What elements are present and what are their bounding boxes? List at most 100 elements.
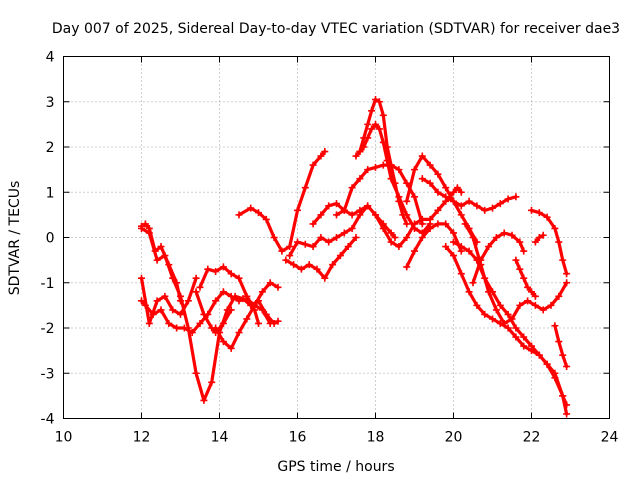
series-sat-i [286,202,372,260]
data-point-marker [473,202,481,210]
data-point-marker [403,211,411,219]
data-point-marker [473,301,481,309]
data-point-marker [356,206,364,214]
data-point-marker [551,374,559,382]
data-point-marker [434,170,442,178]
data-point-marker [184,297,192,305]
data-point-marker [531,292,539,300]
data-point-marker [477,256,485,264]
data-point-marker [465,288,473,296]
data-point-marker [469,279,477,287]
series-sat-d [138,220,184,305]
data-point-marker [375,125,383,133]
data-point-marker [153,256,161,264]
data-point-marker [255,319,262,327]
data-point-marker [434,206,442,214]
data-point-marker [344,243,352,251]
data-point-marker [450,197,457,205]
series-sat-c [138,274,200,327]
data-point-marker [301,184,309,192]
data-point-marker [453,184,461,192]
data-point-marker [340,229,348,237]
data-point-marker [539,231,547,239]
data-point-marker [368,125,376,133]
data-point-marker [145,224,153,232]
data-point-marker [442,243,450,251]
data-point-marker [364,166,372,174]
data-point-marker [266,319,274,327]
data-point-marker [535,351,543,359]
series-sat-k [309,200,399,241]
series-sat-z [551,322,571,370]
series-line [284,235,358,280]
data-point-marker [457,211,465,219]
data-point-marker [305,261,313,269]
data-point-marker [504,324,512,332]
data-point-marker [551,322,559,330]
data-point-marker [489,315,496,323]
data-point-marker [286,252,294,260]
data-point-marker [512,333,520,341]
data-point-marker [219,288,227,296]
data-point-marker [442,193,450,201]
data-point-marker [465,247,473,255]
data-point-marker [543,360,551,368]
series-line [405,222,463,269]
series-sat-q [403,220,465,271]
data-point-marker [286,243,294,251]
data-point-marker [492,234,500,241]
data-point-marker [551,224,559,232]
data-point-marker [418,234,426,241]
data-point-marker [492,306,500,314]
data-point-marker [512,193,520,201]
data-point-marker [352,234,360,241]
data-point-marker [395,166,403,174]
data-point-marker [161,292,169,300]
data-point-marker [372,211,379,219]
data-point-marker [251,306,259,314]
series-line [444,245,569,416]
data-point-marker [227,270,235,278]
data-point-marker [157,306,165,314]
data-point-marker [403,197,411,205]
data-point-marker [485,288,493,296]
series-sat-h [235,148,329,255]
series-line [139,276,198,326]
data-point-marker [411,220,418,228]
data-point-marker [539,306,547,314]
data-point-marker [204,265,212,273]
data-point-marker [426,224,434,232]
data-point-marker [524,283,532,291]
data-point-marker [169,306,177,314]
data-point-marker [379,138,387,146]
data-point-marker [360,143,368,151]
data-point-marker [504,195,512,203]
y-tick-label: -3 [41,366,55,382]
data-point-marker [177,310,184,318]
series-sat-t [450,238,571,409]
data-point-marker [442,184,450,192]
data-point-marker [528,342,535,350]
y-tick-label: -4 [41,412,55,428]
data-point-marker [520,342,528,350]
data-point-marker [235,297,243,305]
series-line [471,231,526,285]
data-point-marker [192,369,200,377]
data-point-marker [555,338,563,346]
data-point-marker [364,120,372,128]
data-point-marker [309,161,317,169]
data-point-marker [336,252,344,260]
data-point-marker [173,279,181,287]
data-point-marker [321,274,329,282]
data-point-marker [227,344,235,352]
data-point-marker [555,292,563,300]
series-sat-u [461,220,571,327]
data-point-marker [348,211,356,219]
data-point-marker [528,288,535,296]
data-point-marker [559,392,567,400]
data-point-marker [243,315,251,323]
y-tick-label: 4 [46,50,55,66]
data-point-marker [528,206,535,214]
data-point-marker [563,362,571,370]
data-point-marker [208,324,216,332]
